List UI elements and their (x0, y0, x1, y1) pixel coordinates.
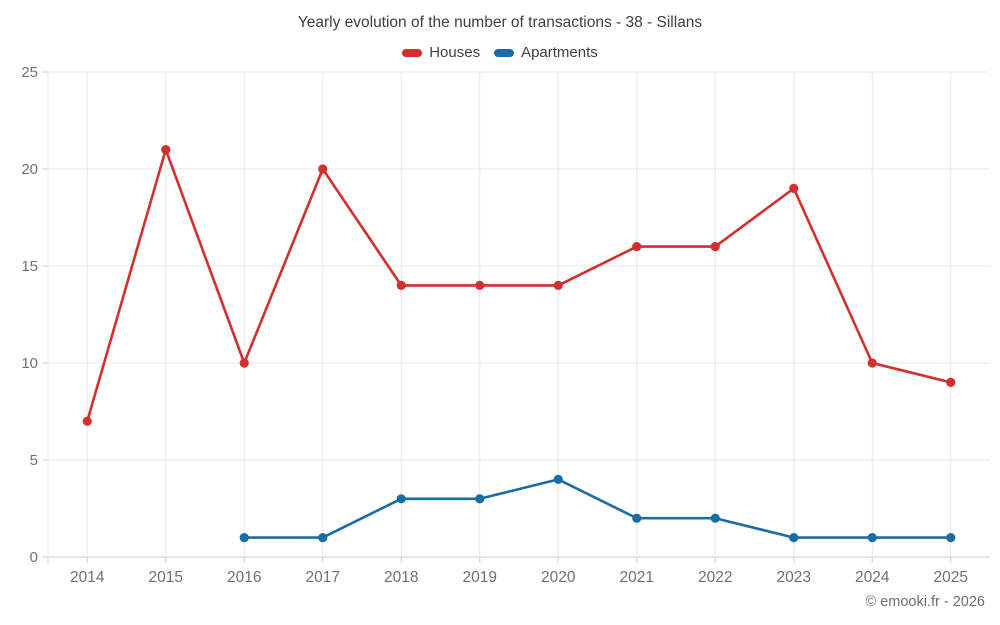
data-point-houses[interactable] (475, 280, 485, 290)
legend-label-houses: Houses (429, 44, 481, 61)
y-axis-label: 25 (21, 64, 38, 81)
data-point-apartments[interactable] (710, 513, 720, 523)
legend-swatch-apartments (494, 48, 515, 57)
x-axis-label: 2024 (855, 569, 890, 586)
data-point-houses[interactable] (396, 280, 406, 290)
series-line-houses (86, 148, 952, 422)
x-axis-label: 2021 (620, 569, 654, 586)
x-axis-label: 2015 (149, 569, 183, 586)
x-axis-label: 2025 (934, 569, 968, 586)
data-point-apartments[interactable] (789, 533, 799, 543)
y-axis-label: 15 (21, 258, 38, 275)
data-point-apartments[interactable] (318, 533, 328, 543)
legend-swatch-houses (402, 48, 423, 57)
data-point-apartments[interactable] (867, 533, 877, 543)
series-line-apartments (244, 478, 951, 539)
x-axis-label: 2019 (463, 569, 497, 586)
legend-item-houses[interactable]: Houses (402, 44, 480, 61)
data-point-houses[interactable] (867, 358, 877, 368)
data-point-apartments[interactable] (396, 494, 406, 504)
data-point-apartments[interactable] (239, 533, 249, 543)
data-point-houses[interactable] (82, 416, 92, 426)
data-point-houses[interactable] (553, 280, 563, 290)
data-point-houses[interactable] (632, 242, 642, 252)
data-point-houses[interactable] (239, 358, 249, 368)
data-point-apartments[interactable] (475, 494, 485, 504)
y-axis-label: 0 (30, 549, 38, 566)
data-point-houses[interactable] (789, 183, 799, 193)
x-axis-label: 2022 (698, 569, 732, 586)
y-axis-label: 10 (21, 355, 38, 372)
legend-item-apartments[interactable]: Apartments (494, 44, 598, 61)
x-axis-label: 2020 (541, 569, 576, 586)
y-axis-label: 5 (30, 452, 38, 469)
chart-legend: Houses Apartments (0, 44, 1000, 61)
copyright-text: © emooki.fr - 2026 (865, 594, 985, 610)
chart-title: Yearly evolution of the number of transa… (297, 14, 703, 31)
x-axis-label: 2018 (384, 569, 418, 586)
legend-label-apartments: Apartments (521, 44, 598, 61)
data-point-houses[interactable] (946, 377, 956, 387)
data-point-apartments[interactable] (946, 533, 956, 543)
x-axis-label: 2023 (777, 569, 811, 586)
x-axis-label: 2017 (306, 569, 340, 586)
x-axis-label: 2016 (227, 569, 261, 586)
x-axis-label: 2014 (70, 569, 105, 586)
data-point-houses[interactable] (710, 242, 720, 252)
data-point-houses[interactable] (318, 164, 328, 174)
data-point-apartments[interactable] (632, 513, 642, 523)
y-axis-label: 20 (21, 161, 38, 178)
data-point-apartments[interactable] (553, 474, 563, 484)
data-point-houses[interactable] (161, 145, 171, 155)
